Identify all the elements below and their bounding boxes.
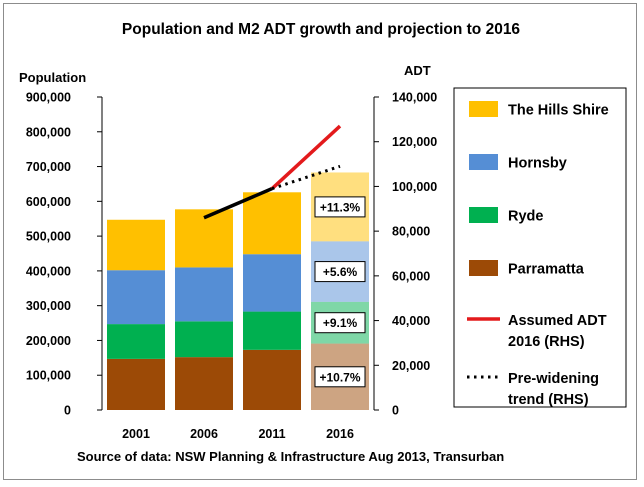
series-line-assumed-adt-2016-rhs-	[270, 124, 342, 190]
legend-box	[453, 87, 627, 408]
growth-label-box	[314, 261, 366, 283]
growth-label-box	[314, 196, 366, 218]
growth-label-box	[314, 366, 366, 388]
legend-swatch	[469, 260, 498, 276]
legend-swatch	[469, 154, 498, 170]
x-axis-tick-label: 2016	[326, 427, 354, 441]
legend-swatch	[469, 207, 498, 223]
legend-label: Pre-widening trend (RHS)	[508, 371, 599, 408]
legend-label: Hornsby	[508, 156, 567, 172]
y-axis-left-tick-label: 200,000	[26, 334, 71, 348]
y-axis-left-label: Population	[19, 70, 86, 85]
y-axis-right-label: ADT	[404, 63, 431, 78]
bar-the-hills-shire-2011	[243, 192, 301, 255]
bar-hornsby-2006	[175, 267, 233, 322]
legend-label: Assumed ADT 2016 (RHS)	[508, 313, 607, 350]
y-axis-left-tick-label: 0	[64, 404, 71, 418]
y-axis-right-tick-label: 60,000	[392, 269, 430, 283]
y-axis-left-tick-label: 100,000	[26, 369, 71, 383]
chart-title: Population and M2 ADT growth and project…	[122, 21, 521, 38]
growth-label: +11.3%	[320, 200, 361, 214]
y-axis-right-tick-label: 40,000	[392, 314, 430, 328]
y-axis-right-tick-label: 100,000	[392, 180, 437, 194]
series-line-pre-widening-trend-rhs-	[271, 164, 341, 191]
chart-frame: Population and M2 ADT growth and project…	[3, 3, 637, 480]
legend-label: Ryde	[508, 209, 543, 225]
bar-parramatta-2006	[175, 357, 233, 410]
y-axis-left-tick-label: 900,000	[26, 91, 71, 105]
bar-ryde-2011	[243, 311, 301, 350]
legend: The Hills Shire Hornsby Ryde Parramatta Assu…	[453, 87, 627, 408]
growth-label: +9.1%	[323, 316, 358, 330]
bar-ryde-2006	[175, 321, 233, 358]
growth-label-box	[314, 312, 366, 334]
bar-parramatta-2011	[243, 349, 301, 410]
y-axis-left-tick-label: 600,000	[26, 195, 71, 209]
y-axis-right-tick-label: 120,000	[392, 135, 437, 149]
bar-the-hills-shire-2006	[175, 209, 233, 268]
legend-label: Parramatta	[508, 262, 585, 278]
series-line-m2-adt	[203, 187, 273, 220]
y-axis-left-tick-label: 500,000	[26, 230, 71, 244]
y-axis-left-tick-label: 400,000	[26, 264, 71, 278]
y-axis-right-tick-label: 0	[392, 404, 399, 418]
growth-label: +10.7%	[319, 370, 360, 384]
chart: Population and M2 ADT growth and project…	[19, 21, 627, 464]
bar-the-hills-shire-2001	[107, 219, 165, 271]
x-axis-tick-label: 2006	[190, 427, 218, 441]
y-axis-left-tick-label: 700,000	[26, 160, 71, 174]
plot-area: 0 100,000 200,000 300,000 400,000 500,000 600,…	[26, 91, 437, 442]
bar-hornsby-2001	[107, 270, 165, 325]
y-axis-right-tick-label: 140,000	[392, 91, 437, 105]
bar-parramatta-2001	[107, 358, 165, 410]
y-axis-left-tick-label: 300,000	[26, 299, 71, 313]
bar-hornsby-2011	[243, 254, 301, 312]
growth-label: +5.6%	[323, 265, 358, 279]
legend-label: The Hills Shire	[508, 103, 609, 119]
source-note: Source of data: NSW Planning & Infrastru…	[77, 449, 504, 464]
x-axis-tick-label: 2001	[122, 427, 150, 441]
legend-swatch	[469, 101, 498, 117]
y-axis-right-tick-label: 80,000	[392, 225, 430, 239]
y-axis-right-tick-label: 20,000	[392, 359, 430, 373]
x-axis-tick-label: 2011	[258, 427, 285, 441]
bar-ryde-2001	[107, 324, 165, 359]
y-axis-left-tick-label: 800,000	[26, 125, 71, 139]
